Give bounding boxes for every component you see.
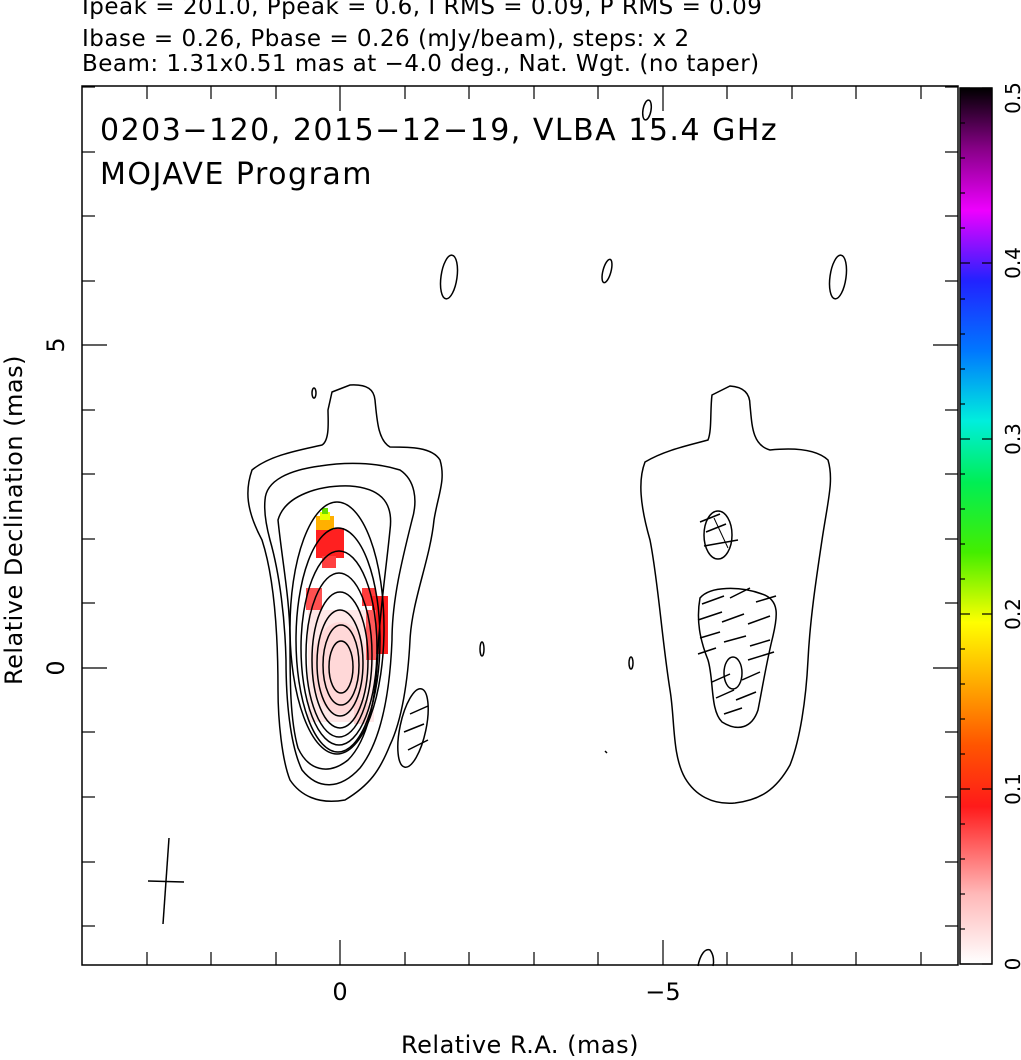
contour-outer-core — [247, 384, 443, 802]
x-tick-label-minus5: −5 — [645, 978, 680, 1006]
intensity-contours — [247, 99, 848, 967]
beam-cross — [147, 837, 185, 925]
axis-ticks — [82, 86, 958, 965]
colorbar-tick-0: 0 — [1001, 958, 1021, 971]
colorbar-tick-0.2: 0.2 — [1001, 598, 1021, 630]
colorbar-tick-0.1: 0.1 — [1001, 773, 1021, 805]
map-subtitle: MOJAVE Program — [100, 157, 373, 192]
header-stats-line: Ipeak = 201.0, Ppeak = 0.6, I RMS = 0.09… — [82, 0, 763, 20]
y-tick-label-5: 5 — [42, 337, 70, 352]
y-tick-label-0: 0 — [42, 660, 70, 675]
contour-outer-ghost — [640, 385, 832, 804]
colorbar-tick-0.3: 0.3 — [1001, 423, 1021, 455]
colorbar-frame — [959, 87, 993, 965]
x-tick-label-0: 0 — [332, 978, 347, 1006]
polarization-vectors — [403, 513, 777, 751]
colorbar-tick-0.5: 0.5 — [1001, 82, 1021, 114]
plot-frame — [81, 85, 959, 966]
colorbar-tick-0.4: 0.4 — [1001, 247, 1021, 279]
header-base-line: Ibase = 0.26, Pbase = 0.26 (mJy/beam), s… — [82, 26, 690, 52]
colorbar: 0 0.1 0.2 0.3 0.4 0.5 — [959, 82, 1021, 971]
y-axis-label: Relative Declination (mas) — [0, 355, 28, 685]
map-title: 0203−120, 2015−12−19, VLBA 15.4 GHz — [100, 113, 778, 148]
x-axis-label: Relative R.A. (mas) — [401, 1031, 639, 1059]
header-beam-line: Beam: 1.31x0.51 mas at −4.0 deg., Nat. W… — [82, 51, 760, 77]
colorbar-gradient — [960, 88, 992, 964]
